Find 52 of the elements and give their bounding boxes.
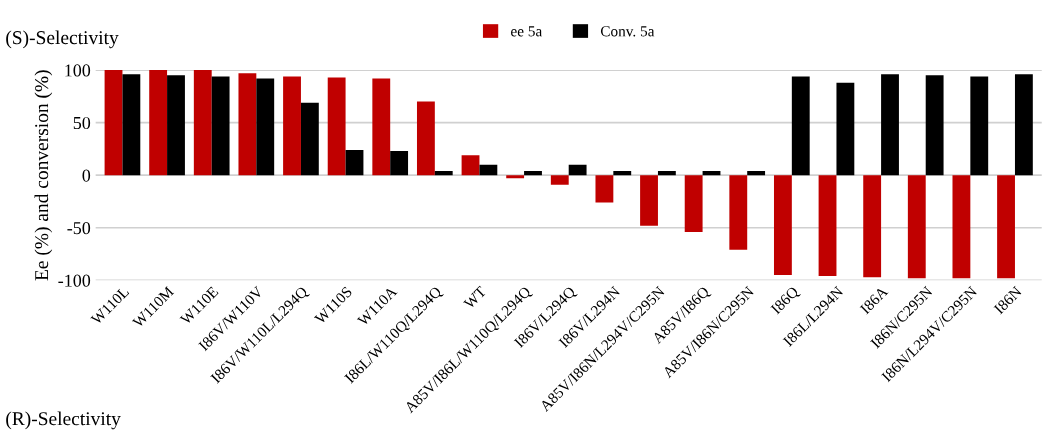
bar (122, 74, 141, 176)
bar (881, 74, 899, 176)
bar (702, 171, 721, 176)
bar (149, 70, 168, 176)
text: (R)-Selectivity (6, 411, 121, 430)
y-tick-label: -100 (58, 274, 91, 287)
bar (970, 76, 989, 176)
bar (167, 75, 185, 176)
bar (657, 171, 676, 176)
bar (434, 171, 453, 176)
bar (300, 102, 319, 176)
legend-label: ee 5a (511, 26, 543, 37)
bar (729, 175, 748, 250)
bar (256, 78, 275, 176)
bar (550, 175, 569, 185)
bar (818, 175, 837, 277)
y-axis-title: Ee (%) and conversion (%) (34, 70, 53, 281)
y-tick-label: 100 (65, 64, 91, 77)
bar (327, 77, 346, 176)
bar (479, 164, 498, 176)
bar (461, 155, 480, 176)
bar (238, 73, 257, 176)
bar (345, 149, 364, 176)
y-tick-label: 0 (82, 169, 91, 182)
bar (193, 70, 212, 176)
bar (568, 164, 587, 176)
bar (925, 75, 944, 176)
y-tick-label: -50 (67, 222, 91, 235)
bar (372, 78, 391, 176)
bar (1014, 74, 1033, 176)
bar (390, 151, 409, 176)
bar (613, 171, 632, 176)
bar (791, 76, 810, 176)
bar (747, 171, 766, 176)
bar (907, 175, 926, 279)
text: (S)-Selectivity (6, 30, 119, 49)
bar (524, 171, 542, 176)
bar (836, 82, 855, 176)
bar (684, 175, 703, 232)
bar (773, 175, 792, 276)
bar (863, 175, 882, 278)
bar (997, 175, 1015, 279)
bar (506, 175, 525, 179)
bar (952, 175, 971, 279)
y-tick-label: 50 (73, 116, 91, 130)
bar (283, 76, 301, 176)
bar (595, 175, 614, 203)
bar (104, 70, 123, 176)
legend-label: Conv. 5a (600, 26, 655, 37)
bar (416, 101, 435, 176)
bar (640, 175, 658, 226)
bar (211, 76, 230, 176)
